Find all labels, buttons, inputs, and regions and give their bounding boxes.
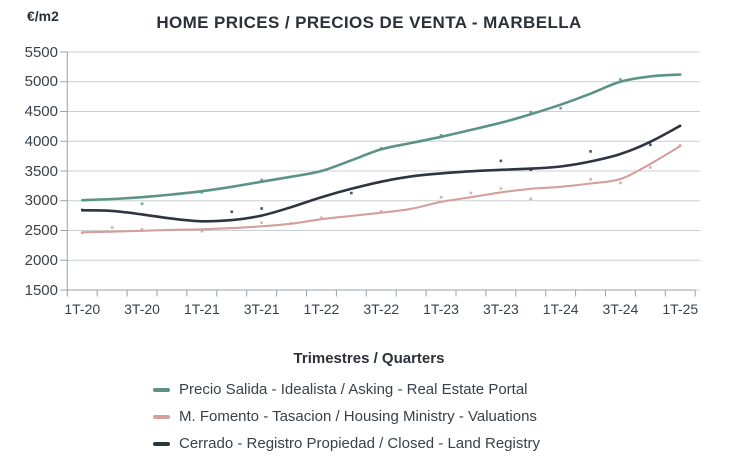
x-tick-label: 1T-21 [183, 301, 220, 317]
legend-label: M. Fomento - Tasacion / Housing Ministry… [179, 408, 537, 425]
legend-item-closed: Cerrado - Registro Propiedad / Closed - … [153, 435, 585, 452]
legend-label: Precio Salida - Idealista / Asking - Rea… [179, 381, 528, 398]
y-tick-label: 3500 [24, 162, 58, 180]
y-tick-label: 4000 [24, 132, 58, 150]
scatter-point-fomento [379, 210, 383, 213]
legend-item-fomento: M. Fomento - Tasacion / Housing Ministry… [153, 408, 585, 425]
scatter-point-fomento [260, 221, 263, 225]
scatter-point-closed [649, 143, 652, 147]
legend: Precio Salida - Idealista / Asking - Rea… [0, 381, 738, 452]
legend-item-asking: Precio Salida - Idealista / Asking - Rea… [153, 381, 585, 398]
scatter-point-fomento [200, 229, 204, 233]
scatter-point-fomento [469, 191, 473, 195]
y-tick-label: 4500 [24, 103, 58, 120]
y-tick-label: 2000 [24, 251, 58, 269]
scatter-point-closed [230, 210, 234, 214]
chart-title: HOME PRICES / PRECIOS DE VENTA - MARBELL… [156, 13, 582, 32]
x-axis-title: Trimestres / Quarters [293, 350, 445, 367]
scatter-point-asking [379, 147, 383, 150]
scatter-point-closed [589, 150, 592, 153]
scatter-point-asking [529, 110, 533, 114]
y-tick-label: 2500 [24, 222, 58, 239]
scatter-point-closed [260, 207, 263, 210]
scatter-point-fomento [290, 222, 293, 225]
scatter-point-asking [559, 106, 562, 110]
scatter-point-fomento [499, 187, 503, 190]
scatter-point-fomento [140, 228, 144, 231]
scatter-point-closed [80, 208, 84, 212]
scatter-point-fomento [80, 231, 84, 235]
scatter-point-fomento [439, 195, 443, 199]
x-tick-label: 3T-20 [124, 301, 160, 317]
scatter-point-fomento [589, 178, 592, 181]
scatter-point-asking [320, 169, 323, 173]
x-tick-label: 1T-23 [423, 301, 459, 317]
scatter-point-asking [619, 78, 622, 81]
scatter-point-asking [439, 134, 443, 137]
scatter-point-fomento [619, 181, 622, 185]
legend-swatch-asking [153, 387, 170, 392]
legend-swatch-fomento [153, 414, 170, 419]
scatter-point-closed [529, 168, 533, 172]
x-tick-label: 3T-21 [243, 301, 280, 317]
series-line-closed [81, 124, 682, 223]
x-tick-label: 3T-24 [602, 301, 639, 317]
x-tick-label: 3T-22 [363, 301, 400, 317]
legend-swatch-closed [153, 441, 170, 446]
x-tick-label: 1T-25 [662, 301, 699, 317]
legend-items: Precio Salida - Idealista / Asking - Rea… [153, 381, 585, 452]
x-tick-label: 1T-24 [542, 301, 579, 317]
scatter-point-closed [499, 159, 503, 163]
x-tick-label: 1T-20 [64, 301, 101, 317]
x-tick-label: 3T-23 [482, 301, 519, 317]
scatter-point-asking [200, 191, 204, 194]
y-tick-label: 5000 [24, 73, 58, 91]
scatter-point-closed [350, 191, 353, 195]
scatter-point-asking [260, 178, 263, 182]
scatter-point-fomento [529, 197, 533, 201]
y-tick-label: 1500 [24, 281, 58, 299]
y-tick-label: 3000 [24, 192, 58, 210]
y-axis-unit-label: €/m2 [27, 8, 59, 24]
scatter-point-fomento [320, 216, 323, 220]
legend-label: Cerrado - Registro Propiedad / Closed - … [179, 435, 541, 452]
scatter-point-fomento [678, 144, 682, 147]
y-tick-label: 5500 [24, 43, 58, 61]
scatter-point-fomento [649, 166, 652, 169]
scatter-point-fomento [110, 226, 114, 229]
scatter-point-asking [140, 202, 144, 206]
x-tick-label: 1T-22 [303, 301, 340, 317]
